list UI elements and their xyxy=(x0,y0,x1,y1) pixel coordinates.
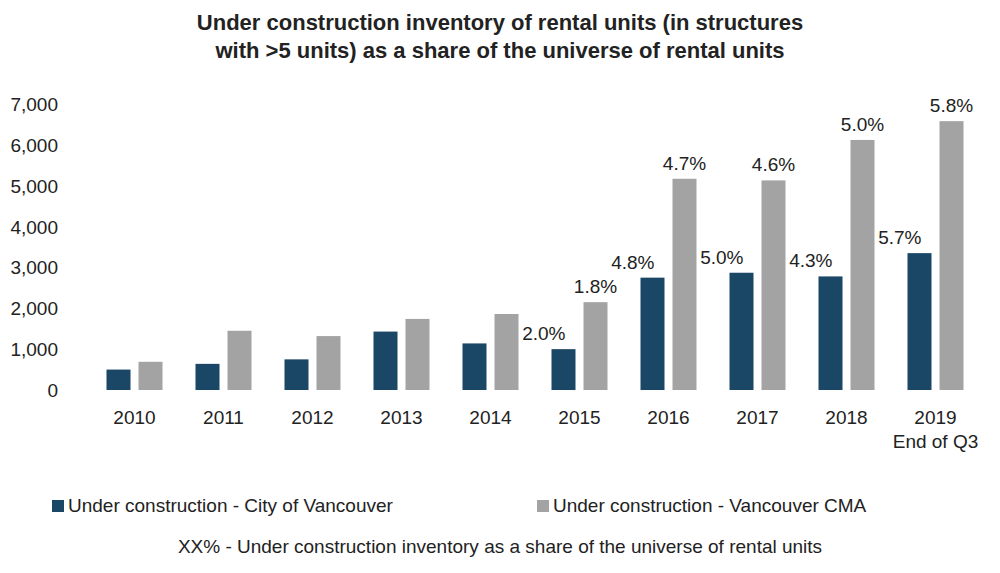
bar xyxy=(495,314,519,390)
x-axis: 2010 2011 2012 2013 2014 2015 2016 2017 2018 2019… xyxy=(113,407,978,452)
share-label: 5.7% xyxy=(878,227,921,248)
x-tick-label: 2013 xyxy=(380,407,422,428)
bar xyxy=(374,332,398,390)
bar xyxy=(819,276,843,390)
bar xyxy=(406,319,430,390)
y-tick-label: 1,000 xyxy=(10,339,58,360)
bar xyxy=(641,278,665,390)
text-line: 2011 xyxy=(203,407,244,428)
y-tick-label: 2,000 xyxy=(10,298,58,319)
x-tick-label: 2011 xyxy=(203,407,244,428)
share-label: 4.7% xyxy=(663,153,706,174)
text-line: 2016 xyxy=(647,407,689,428)
y-axis: 0 1,000 2,000 3,000 4,000 5,000 6,000 7,000 xyxy=(10,94,58,401)
x-tick-label: 2019 End of Q3 xyxy=(893,407,979,452)
y-tick-label: 6,000 xyxy=(10,135,58,156)
text-line: 2010 xyxy=(113,407,155,428)
text-line: 2012 xyxy=(291,407,333,428)
text-line: 2018 xyxy=(825,407,867,428)
bar xyxy=(940,121,964,390)
x-tick-label: 2018 xyxy=(825,407,867,428)
bar xyxy=(730,273,754,390)
bar xyxy=(851,140,875,390)
share-label: 4.8% xyxy=(611,252,654,273)
text-line: with >5 units) as a share of the univers… xyxy=(214,38,784,63)
annotation: XX% - Under construction inventory as a … xyxy=(178,536,822,557)
text-line: 2014 xyxy=(469,407,512,428)
share-label: 1.8% xyxy=(574,276,617,297)
legend-label: Under construction - City of Vancouver xyxy=(68,495,394,516)
y-tick-label: 4,000 xyxy=(10,217,58,238)
y-tick-label: 5,000 xyxy=(10,176,58,197)
x-tick-label: 2015 xyxy=(558,407,600,428)
text-line: 2013 xyxy=(380,407,422,428)
x-tick-label: 2016 xyxy=(647,407,689,428)
text-line: Under construction inventory of rental u… xyxy=(197,10,803,35)
bar xyxy=(139,362,163,390)
share-label: 5.0% xyxy=(841,114,884,135)
bar xyxy=(463,343,487,390)
legend-swatch xyxy=(52,500,64,512)
bar xyxy=(584,302,608,390)
x-tick-label: 2017 xyxy=(736,407,778,428)
share-label: 2.0% xyxy=(522,323,565,344)
bars xyxy=(107,121,964,390)
share-label: 5.8% xyxy=(930,95,973,116)
bar xyxy=(552,349,576,390)
share-label: 4.3% xyxy=(789,250,832,271)
y-tick-label: 7,000 xyxy=(10,94,58,115)
chart: Under construction inventory of rental u… xyxy=(0,0,1000,573)
bar xyxy=(228,331,252,390)
bar xyxy=(317,336,341,390)
text-line: 2015 xyxy=(558,407,600,428)
text-line: 2019 xyxy=(914,407,956,428)
text-line: 2017 xyxy=(736,407,778,428)
legend-label: Under construction - Vancouver CMA xyxy=(553,495,867,516)
y-tick-label: 3,000 xyxy=(10,257,58,278)
x-tick-label: 2014 xyxy=(469,407,512,428)
share-labels: 2.0% 4.8% 5.0% 4.3% 5.7% 1.8% 4.7% 4.6% 5.0% 5.8% xyxy=(522,95,973,344)
page: {"chart_data": {"type": "bar", "title": … xyxy=(0,0,1000,573)
x-tick-label: 2012 xyxy=(291,407,333,428)
share-label: 5.0% xyxy=(700,247,743,268)
y-tick-label: 0 xyxy=(47,380,58,401)
text-line: End of Q3 xyxy=(893,431,979,452)
title: Under construction inventory of rental u… xyxy=(197,10,803,63)
bar xyxy=(673,179,697,390)
share-label: 4.6% xyxy=(752,154,795,175)
bar xyxy=(762,180,786,390)
legend-swatch xyxy=(537,500,549,512)
bar xyxy=(196,364,220,390)
bar xyxy=(107,370,131,390)
bar xyxy=(908,253,932,390)
legend: Under construction - City of Vancouver Un… xyxy=(52,495,867,516)
x-tick-label: 2010 xyxy=(113,407,155,428)
bar xyxy=(285,359,309,390)
